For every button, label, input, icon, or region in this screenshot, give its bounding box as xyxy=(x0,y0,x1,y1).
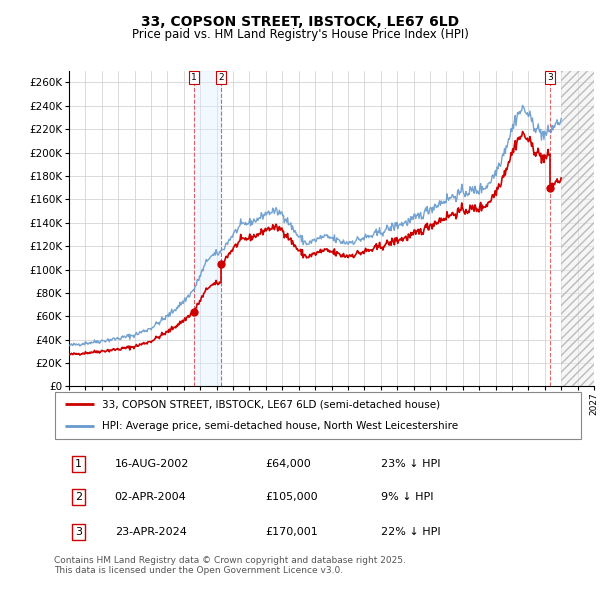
Text: 02-APR-2004: 02-APR-2004 xyxy=(115,492,187,502)
Bar xyxy=(561,71,594,386)
Text: 3: 3 xyxy=(547,73,553,82)
Text: 3: 3 xyxy=(76,527,82,537)
Bar xyxy=(194,71,221,386)
Text: £64,000: £64,000 xyxy=(265,460,311,469)
Text: 33, COPSON STREET, IBSTOCK, LE67 6LD (semi-detached house): 33, COPSON STREET, IBSTOCK, LE67 6LD (se… xyxy=(101,399,440,409)
Text: Contains HM Land Registry data © Crown copyright and database right 2025.
This d: Contains HM Land Registry data © Crown c… xyxy=(54,556,406,575)
Text: 16-AUG-2002: 16-AUG-2002 xyxy=(115,460,189,469)
Text: 2: 2 xyxy=(218,73,224,82)
Text: 9% ↓ HPI: 9% ↓ HPI xyxy=(382,492,434,502)
Text: 22% ↓ HPI: 22% ↓ HPI xyxy=(382,527,441,537)
Text: 1: 1 xyxy=(76,460,82,469)
FancyBboxPatch shape xyxy=(55,392,581,438)
Text: 2: 2 xyxy=(75,492,82,502)
Text: 33, COPSON STREET, IBSTOCK, LE67 6LD: 33, COPSON STREET, IBSTOCK, LE67 6LD xyxy=(141,15,459,29)
Text: HPI: Average price, semi-detached house, North West Leicestershire: HPI: Average price, semi-detached house,… xyxy=(101,421,458,431)
Bar xyxy=(561,71,594,386)
Text: Price paid vs. HM Land Registry's House Price Index (HPI): Price paid vs. HM Land Registry's House … xyxy=(131,28,469,41)
Text: 1: 1 xyxy=(191,73,197,82)
Text: £170,001: £170,001 xyxy=(265,527,318,537)
Text: 23% ↓ HPI: 23% ↓ HPI xyxy=(382,460,441,469)
Text: £105,000: £105,000 xyxy=(265,492,318,502)
Text: 23-APR-2024: 23-APR-2024 xyxy=(115,527,187,537)
